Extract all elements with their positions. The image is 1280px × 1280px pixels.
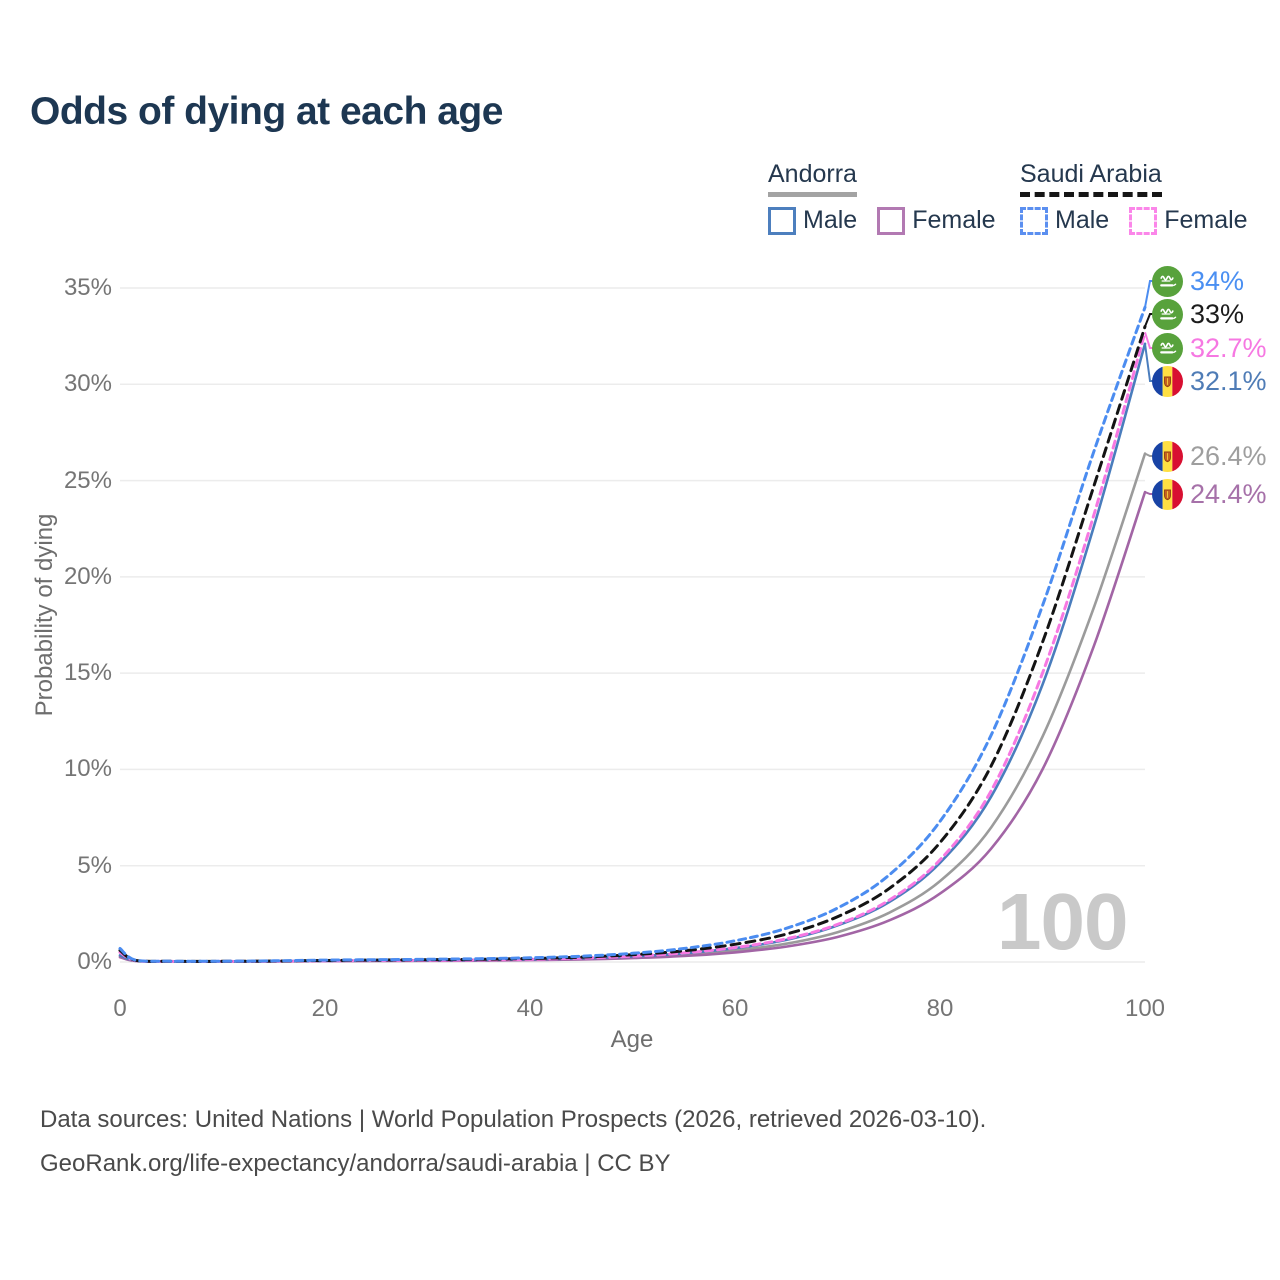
saudi-arabia-flag-icon [1152,332,1183,364]
y-tick-label: 35% [63,274,112,301]
series-line-andorra-female[interactable] [118,490,1147,963]
data-sources-line: Data sources: United Nations | World Pop… [40,1106,987,1133]
legend-item-andorra-female[interactable]: Female [877,206,996,235]
y-tick-label: 10% [63,755,112,783]
y-tick-label: 0% [77,948,112,975]
saudi-arabia-flag-icon [1152,298,1183,330]
x-tick-label: 20 [311,995,339,1022]
end-label-connector [1144,331,1153,349]
legend-label-andorra-male: Male [803,206,858,234]
y-tick-label: 5% [77,851,112,879]
x-tick-label: 40 [516,995,544,1022]
end-label-value: 32.7% [1190,332,1267,363]
andorra-flag-icon [1152,365,1183,397]
end-label-connector [1144,280,1153,308]
saudi-arabia-flag-icon [1152,265,1183,297]
end-label-andorra-male: 32.1% [1152,365,1267,397]
end-label-saudi-arabia-both: 33% [1152,298,1244,330]
andorra-flag-icon [1152,440,1183,472]
end-label-connector [1144,452,1153,457]
end-label-connector [1144,313,1153,327]
legend-label-saudi-female: Female [1164,206,1248,234]
end-label-saudi-arabia-male: 34% [1152,265,1244,297]
andorra-male-swatch-icon [768,206,796,235]
source-url-line: GeoRank.org/life-expectancy/andorra/saud… [40,1150,671,1177]
series-line-andorra-male[interactable] [118,342,1147,963]
y-tick-label: 20% [63,562,112,590]
end-label-value: 32.1% [1190,365,1267,396]
end-label-andorra-female: 24.4% [1152,478,1267,510]
series-line-saudi-arabia-female[interactable] [118,330,1147,964]
end-label-value: 34% [1190,265,1245,296]
legend-label-andorra-female: Female [912,206,996,234]
footer: Data sources: United Nations | World Pop… [40,1106,986,1194]
end-label-andorra-both: 26.4% [1152,440,1267,472]
legend-item-saudi-male[interactable]: Male [1020,206,1109,235]
legend-label-saudi-male: Male [1055,206,1110,234]
andorra-female-swatch-icon [877,206,906,235]
saudi-female-swatch-icon [1129,206,1158,235]
y-tick-label: 15% [63,659,112,687]
chart-title: Odds of dying at each age [30,90,503,133]
legend-group-andorra: Andorra Male Female [768,160,996,235]
legend-item-saudi-female[interactable]: Female [1129,206,1248,235]
end-label-value: 24.4% [1190,478,1267,509]
series-line-saudi-arabia-male[interactable] [118,305,1147,963]
end-label-connector [1144,343,1153,382]
x-tick-label: 60 [721,995,749,1022]
x-tick-label: 100 [1124,995,1166,1022]
age-watermark: 100 [997,877,1128,966]
end-label-connector [1144,491,1153,495]
end-label-value: 33% [1190,298,1245,329]
x-tick-label: 80 [926,995,954,1022]
end-label-value: 26.4% [1190,440,1267,471]
legend-group-saudi-arabia: Saudi Arabia Male Female [1020,160,1248,235]
legend-country-saudi-arabia[interactable]: Saudi Arabia [1020,160,1162,197]
x-axis-title: Age [610,1026,654,1053]
y-tick-label: 25% [63,466,112,494]
saudi-male-swatch-icon [1020,206,1048,235]
legend-country-andorra[interactable]: Andorra [768,160,857,197]
y-tick-label: 30% [63,370,112,398]
end-label-saudi-arabia-female: 32.7% [1152,332,1267,364]
x-tick-label: 0 [113,995,127,1022]
legend-item-andorra-male[interactable]: Male [768,206,857,235]
series-line-andorra-both[interactable] [118,452,1147,963]
andorra-flag-icon [1152,478,1183,510]
